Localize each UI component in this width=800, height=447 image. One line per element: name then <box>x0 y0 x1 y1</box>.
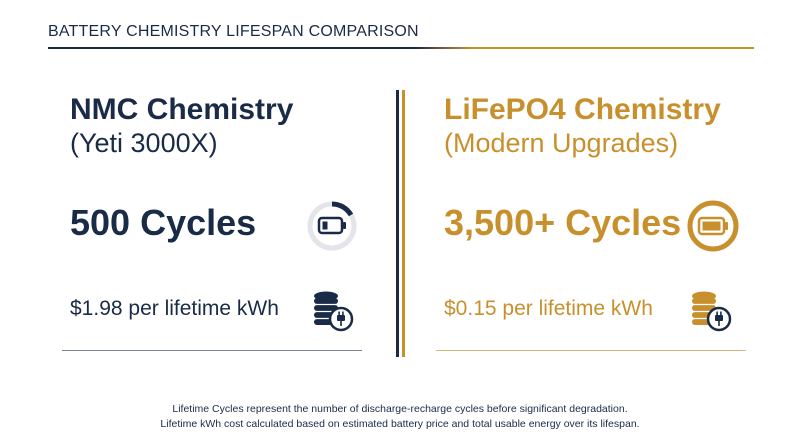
lifepo4-chemistry-title: LiFePO4 Chemistry <box>444 93 721 126</box>
nmc-model-subtitle: (Yeti 3000X) <box>70 128 218 158</box>
lifepo4-column: LiFePO4 Chemistry (Modern Upgrades) 3,50… <box>436 0 754 447</box>
coins-plug-icon <box>310 288 354 332</box>
battery-low-icon <box>306 200 358 252</box>
divider-gold <box>402 90 405 357</box>
nmc-rule <box>62 350 362 351</box>
coins-plug-icon <box>688 288 732 332</box>
nmc-cost: $1.98 per lifetime kWh <box>70 297 279 320</box>
lifepo4-cost: $0.15 per lifetime kWh <box>444 297 653 320</box>
divider-navy <box>396 90 399 357</box>
header-title: BATTERY CHEMISTRY LIFESPAN COMPARISON <box>48 23 419 40</box>
lifepo4-rule <box>436 350 746 351</box>
header-rule <box>48 47 754 49</box>
footnote-cycles: Lifetime Cycles represent the number of … <box>172 403 628 415</box>
footnote-cost: Lifetime kWh cost calculated based on es… <box>160 418 640 430</box>
nmc-cycles: 500 Cycles <box>70 202 257 243</box>
battery-full-icon <box>686 199 740 253</box>
nmc-chemistry-title: NMC Chemistry <box>70 93 294 126</box>
nmc-column: NMC Chemistry (Yeti 3000X) 500 Cycles $1… <box>62 0 380 447</box>
lifepo4-cycles: 3,500+ Cycles <box>444 202 682 243</box>
lifepo4-model-subtitle: (Modern Upgrades) <box>444 128 679 158</box>
